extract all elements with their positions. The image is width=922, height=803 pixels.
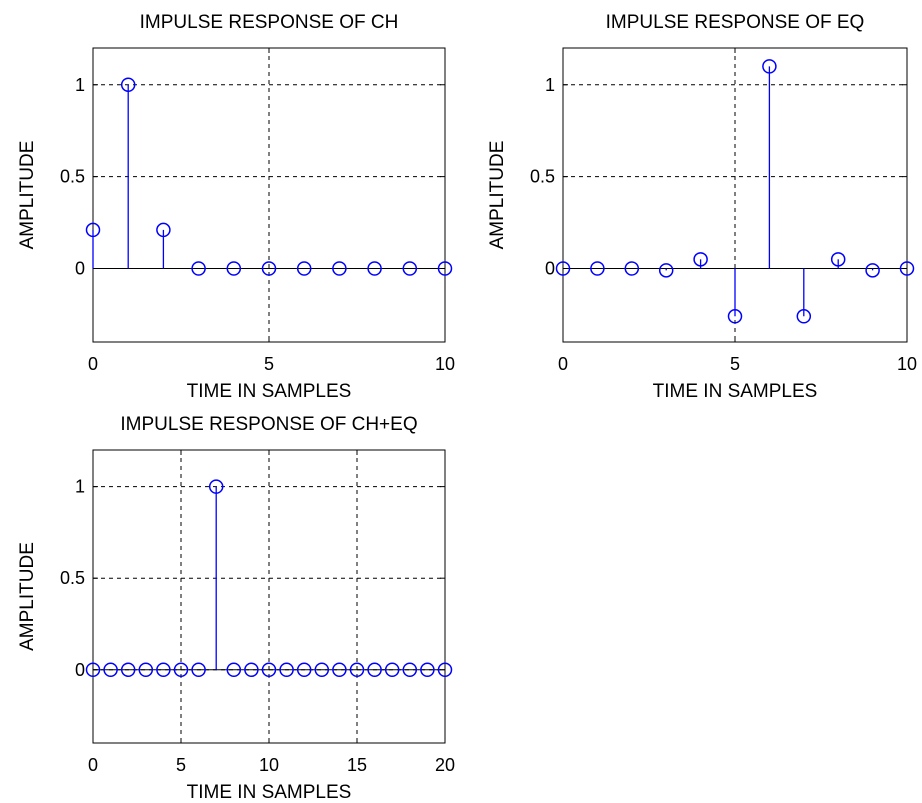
stem-marker: [367, 662, 382, 677]
y-axis-label: AMPLITUDE: [487, 141, 508, 250]
stem-marker: [437, 261, 453, 276]
stem-marker: [85, 222, 101, 238]
stem-marker: [279, 662, 294, 677]
stem-marker: [191, 261, 206, 276]
stem-marker: [332, 662, 347, 677]
stem-marker: [693, 252, 708, 267]
subplot-2: 0 5 10 0 0.5 1 IMPULSE RESPONSE OF EQ TIME IN S…: [487, 12, 917, 402]
subplot-3: 0 5 10 15 20 0 0.5 1 IMPULSE RESPONSE OF CH+EQ TI…: [17, 414, 455, 803]
x-tick-label: 5: [176, 755, 186, 775]
stem-marker: [899, 261, 915, 276]
x-axis-label: TIME IN SAMPLES: [187, 381, 352, 402]
y-axis-label: AMPLITUDE: [17, 542, 38, 651]
stem-marker: [624, 261, 640, 276]
chart-title: IMPULSE RESPONSE OF CH+EQ: [120, 414, 417, 435]
x-tick-label: 10: [897, 354, 917, 374]
stem-marker: [402, 261, 418, 276]
stem-marker: [727, 309, 743, 324]
stem-marker: [658, 263, 674, 278]
stem-marker: [226, 261, 242, 276]
stem-marker: [367, 261, 382, 276]
x-tick-label: 10: [435, 354, 455, 374]
x-tick-label: 0: [88, 354, 98, 374]
y-tick-label: 0: [75, 259, 85, 279]
stem-marker: [762, 59, 777, 74]
x-tick-label: 0: [558, 354, 568, 374]
x-tick-label: 20: [435, 755, 455, 775]
y-tick-label: 0.5: [530, 167, 555, 187]
subplot-1: 0 5 10 0 0.5 1 IMPULSE RESPONSE OF CH TIME IN S…: [17, 12, 455, 402]
x-tick-label: 0: [88, 755, 98, 775]
y-tick-label: 0.5: [60, 167, 85, 187]
stem-marker: [85, 662, 101, 677]
stem-marker: [244, 662, 259, 677]
y-tick-label: 1: [545, 75, 555, 95]
stem-marker: [296, 261, 312, 276]
y-tick-label: 1: [75, 75, 85, 95]
stem-marker: [590, 261, 605, 276]
x-axis-label: TIME IN SAMPLES: [187, 782, 352, 803]
chart-title: IMPULSE RESPONSE OF CH: [140, 12, 399, 33]
stem-marker: [261, 662, 277, 677]
stem-marker: [138, 662, 154, 677]
y-tick-label: 0: [75, 660, 85, 680]
stem-marker: [208, 479, 224, 494]
stem-marker: [120, 662, 136, 677]
stem-marker: [296, 662, 312, 677]
stem-marker: [173, 662, 189, 677]
stem-marker: [349, 662, 365, 677]
stem-marker: [120, 77, 136, 92]
stem-marker: [796, 309, 812, 324]
stem-marker: [384, 662, 400, 677]
stem-marker: [191, 662, 206, 677]
y-tick-label: 0.5: [60, 568, 85, 588]
y-axis-label: AMPLITUDE: [17, 141, 38, 250]
stem-marker: [865, 263, 880, 278]
stem-marker: [420, 662, 435, 677]
x-tick-label: 10: [259, 755, 279, 775]
stem-marker: [156, 222, 171, 238]
chart-title: IMPULSE RESPONSE OF EQ: [606, 12, 865, 33]
stem-marker: [156, 662, 171, 677]
stem-marker: [261, 261, 277, 276]
y-tick-label: 0: [545, 259, 555, 279]
stem-marker: [103, 662, 118, 677]
x-tick-label: 15: [347, 755, 367, 775]
x-axis-label: TIME IN SAMPLES: [653, 381, 818, 402]
stem-marker: [226, 662, 242, 677]
stem-marker: [555, 261, 571, 276]
x-tick-label: 5: [264, 354, 274, 374]
x-tick-label: 5: [730, 354, 740, 374]
stem-marker: [830, 252, 846, 267]
stem-marker: [437, 662, 453, 677]
stem-marker: [332, 261, 347, 276]
stem-marker: [314, 662, 330, 677]
stem-marker: [402, 662, 418, 677]
y-tick-label: 1: [75, 477, 85, 497]
